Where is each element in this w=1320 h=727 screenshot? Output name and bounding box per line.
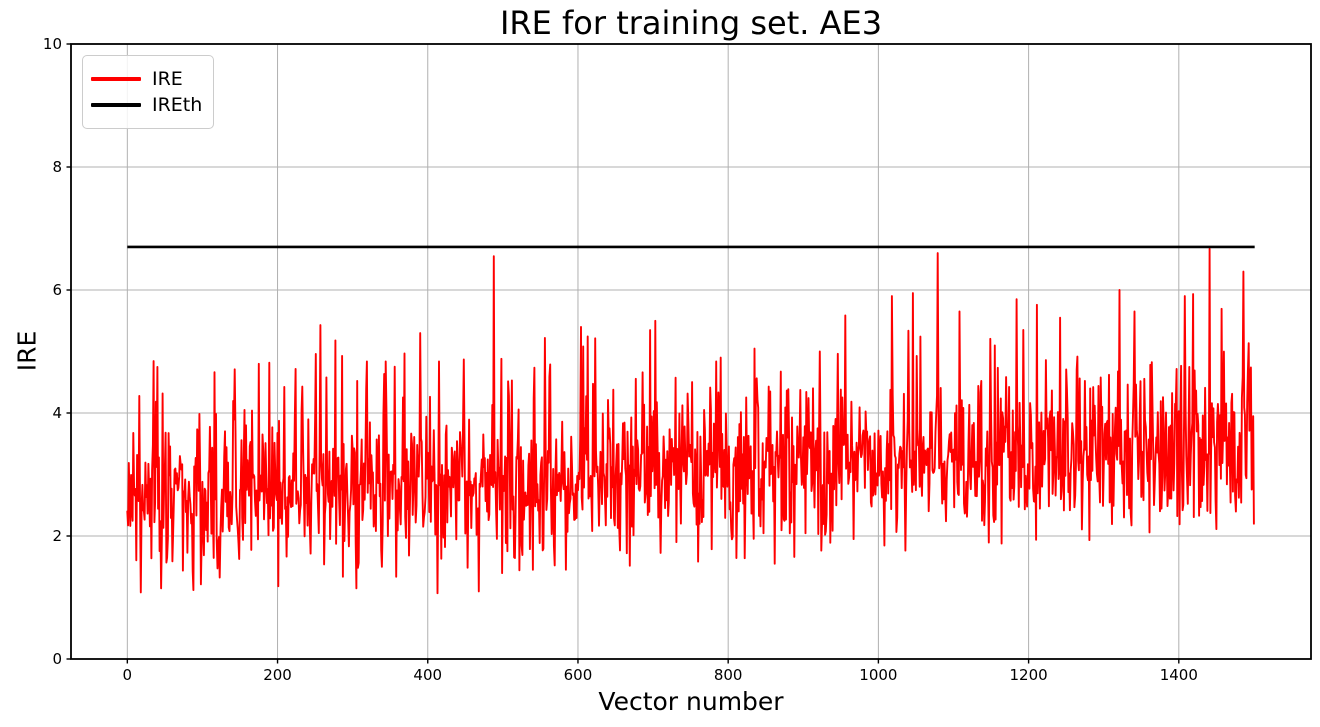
x-tick-label: 0 [123,666,133,684]
y-tick-label: 8 [52,158,62,176]
x-tick-label: 400 [413,666,442,684]
x-tick-label: 800 [714,666,743,684]
y-tick-label: 0 [52,650,62,668]
chart-title: IRE for training set. AE3 [499,4,883,42]
y-tick-label: 10 [43,35,62,53]
legend: IRE IREth [82,55,214,129]
x-tick-label: 600 [564,666,593,684]
y-axis-label: IRE [12,330,42,372]
legend-label-ire: IRE [152,67,183,90]
x-tick-label: 200 [263,666,292,684]
legend-entry-ireth: IREth [91,92,213,118]
y-tick-label: 6 [52,281,62,299]
legend-label-ireth: IREth [152,93,203,116]
y-tick-label: 2 [52,527,62,545]
ire-line-swatch [91,77,141,81]
x-tick-label: 1200 [1010,666,1048,684]
x-tick-label: 1000 [859,666,897,684]
y-tick-label: 4 [52,404,62,422]
ireth-line-swatch [91,103,141,107]
plot-border [70,43,1312,660]
x-tick-label: 1400 [1160,666,1198,684]
ire-series-line [126,247,1255,595]
legend-entry-ire: IRE [91,66,213,92]
x-axis-label: Vector number [598,687,784,716]
